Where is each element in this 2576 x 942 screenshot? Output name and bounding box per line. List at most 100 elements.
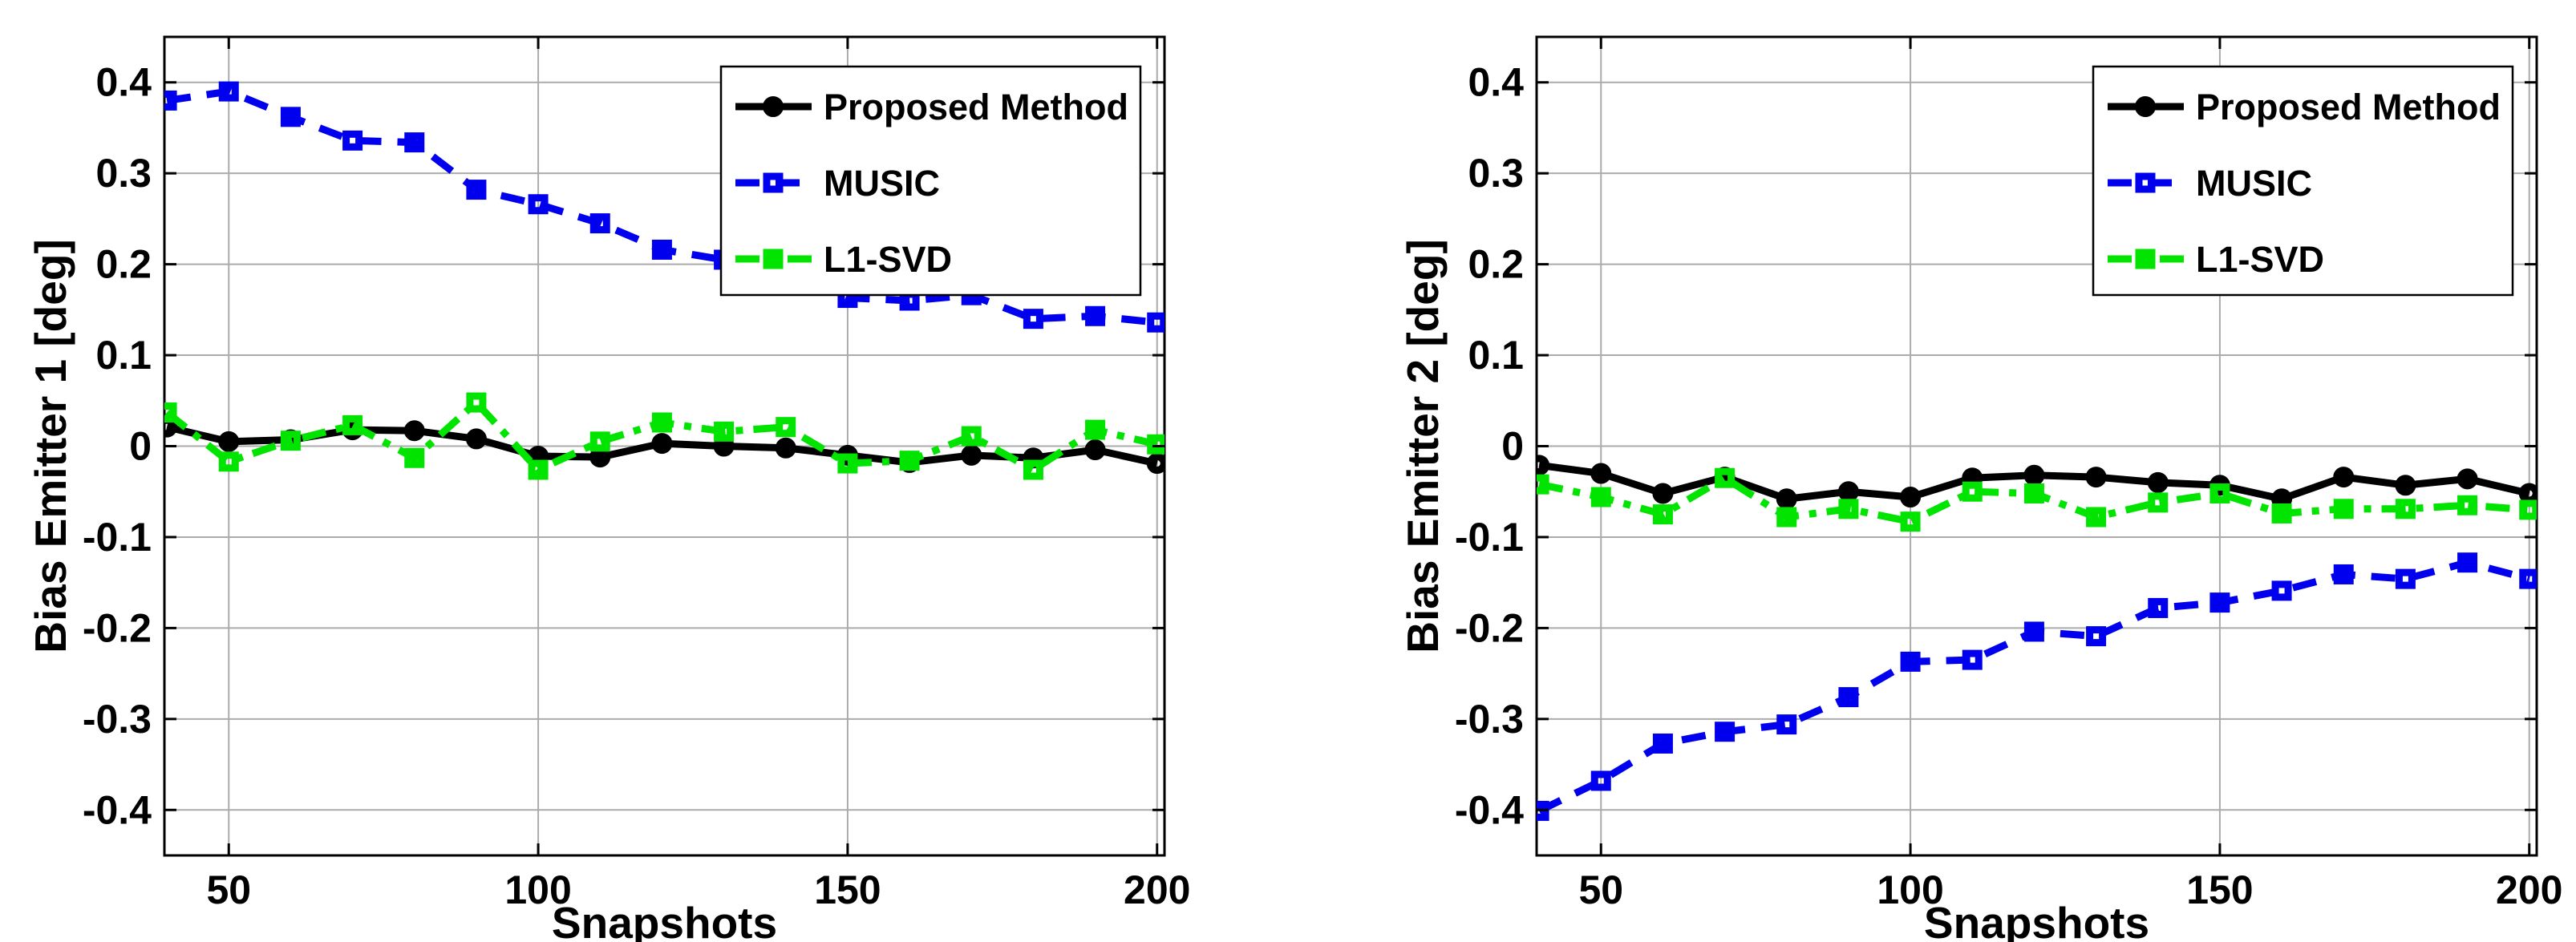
square-marker xyxy=(837,453,858,474)
circle-marker xyxy=(1652,483,1674,504)
series-l1-svd-markers xyxy=(164,392,1164,480)
circle-marker xyxy=(2395,475,2416,496)
legend-square-marker xyxy=(2135,172,2156,193)
y-tick-label: 0.1 xyxy=(1468,333,1524,378)
square-marker xyxy=(1962,649,1983,670)
y-tick-label: 0.3 xyxy=(95,151,152,196)
x-tick-label: 50 xyxy=(1578,867,1623,912)
square-marker xyxy=(1023,309,1043,329)
square-marker xyxy=(776,417,796,438)
square-marker xyxy=(2271,503,2292,524)
square-marker xyxy=(2457,495,2478,515)
square-marker xyxy=(2148,597,2169,618)
circle-marker xyxy=(1590,463,1612,484)
legend-label: Proposed Method xyxy=(824,87,1128,127)
legend-circle-marker xyxy=(2135,96,2156,117)
y-tick-label: -0.4 xyxy=(83,787,152,832)
x-tick-label: 50 xyxy=(206,867,251,912)
y-tick-label: -0.2 xyxy=(1455,605,1524,650)
circle-marker xyxy=(403,420,425,442)
series-music-markers xyxy=(1537,552,2537,821)
square-marker xyxy=(1900,511,1921,532)
square-marker xyxy=(342,414,363,435)
x-tick-label: 150 xyxy=(2186,867,2253,912)
square-marker xyxy=(218,451,239,472)
square-marker xyxy=(2148,492,2169,513)
y-axis-label: Bias Emitter 2 [deg] xyxy=(1398,239,1448,653)
square-marker xyxy=(528,459,549,480)
circle-marker xyxy=(2085,467,2107,488)
square-marker xyxy=(164,402,177,423)
x-tick-label: 150 xyxy=(814,867,881,912)
legend-label: L1-SVD xyxy=(2196,239,2324,280)
square-marker xyxy=(2395,568,2416,589)
y-tick-label: -0.1 xyxy=(1455,515,1524,560)
circle-marker xyxy=(2333,467,2355,488)
circle-marker xyxy=(1776,488,1797,510)
square-marker xyxy=(2333,564,2354,584)
x-tick-label: 200 xyxy=(1124,867,1190,912)
legend-label: Proposed Method xyxy=(2196,87,2501,127)
legend-square-marker xyxy=(763,249,784,269)
legend-entry-l1-svd: L1-SVD xyxy=(2108,239,2324,280)
x-axis-label: Snapshots xyxy=(1924,898,2149,942)
circle-marker xyxy=(1146,453,1164,475)
y-tick-label: 0.1 xyxy=(95,333,152,378)
square-marker xyxy=(2209,483,2230,503)
square-marker xyxy=(2086,626,2107,647)
y-tick-label: -0.4 xyxy=(1455,787,1524,832)
square-marker xyxy=(528,194,549,215)
square-marker xyxy=(589,431,610,452)
y-tick-label: -0.2 xyxy=(83,605,152,650)
legend-entry-l1-svd: L1-SVD xyxy=(735,239,952,280)
legend-square-marker xyxy=(763,172,784,193)
series-music-line xyxy=(1537,559,2530,815)
y-tick-label: 0 xyxy=(129,424,152,469)
tick-marks xyxy=(164,37,1164,855)
square-marker xyxy=(1962,481,1983,502)
y-tick-label: -0.3 xyxy=(83,697,152,742)
square-marker xyxy=(466,180,487,200)
square-marker xyxy=(218,81,239,102)
square-marker xyxy=(1023,459,1043,480)
square-marker xyxy=(2519,499,2537,520)
legend-entry-proposed-method: Proposed Method xyxy=(735,87,1128,127)
y-tick-label: 0.2 xyxy=(95,242,152,287)
legend-circle-marker xyxy=(763,96,784,117)
y-axis-label: Bias Emitter 1 [deg] xyxy=(26,239,75,653)
tick-marks xyxy=(1537,37,2537,855)
square-marker xyxy=(1838,499,1859,520)
circle-marker xyxy=(218,431,240,452)
square-marker xyxy=(2023,621,2044,642)
square-marker xyxy=(1652,504,1673,525)
y-tick-label: 0.4 xyxy=(1468,60,1524,105)
square-marker xyxy=(1838,687,1859,708)
square-marker xyxy=(1085,419,1106,440)
square-marker xyxy=(280,431,301,451)
square-marker xyxy=(1715,722,1736,742)
square-marker xyxy=(1590,770,1611,791)
square-marker xyxy=(2395,499,2416,520)
gridlines xyxy=(1537,37,2537,855)
square-marker xyxy=(342,130,363,151)
square-marker xyxy=(1147,434,1164,455)
square-marker xyxy=(404,447,425,468)
circle-marker xyxy=(2457,468,2478,490)
square-marker xyxy=(2023,483,2044,503)
circle-marker xyxy=(465,428,487,450)
circle-marker xyxy=(2147,471,2169,493)
y-tick-label: 0.2 xyxy=(1468,242,1524,287)
circle-marker xyxy=(2023,464,2045,486)
square-marker xyxy=(1652,733,1673,754)
square-marker xyxy=(2333,499,2354,520)
square-marker xyxy=(404,132,425,153)
x-axis-label: Snapshots xyxy=(552,898,777,942)
square-marker xyxy=(1147,312,1164,333)
bias-emitter-1-chart: 0.4 0.3 0.2 0.1 0 -0.1 -0.2 -0.3 -0.4 50 100 150 200… xyxy=(26,35,1190,942)
series-l1-svd-line xyxy=(1538,473,2530,526)
square-marker xyxy=(2271,580,2292,601)
square-marker xyxy=(651,239,672,260)
legend-square-marker xyxy=(2135,249,2156,269)
series-proposed-method-line xyxy=(1538,461,2530,503)
